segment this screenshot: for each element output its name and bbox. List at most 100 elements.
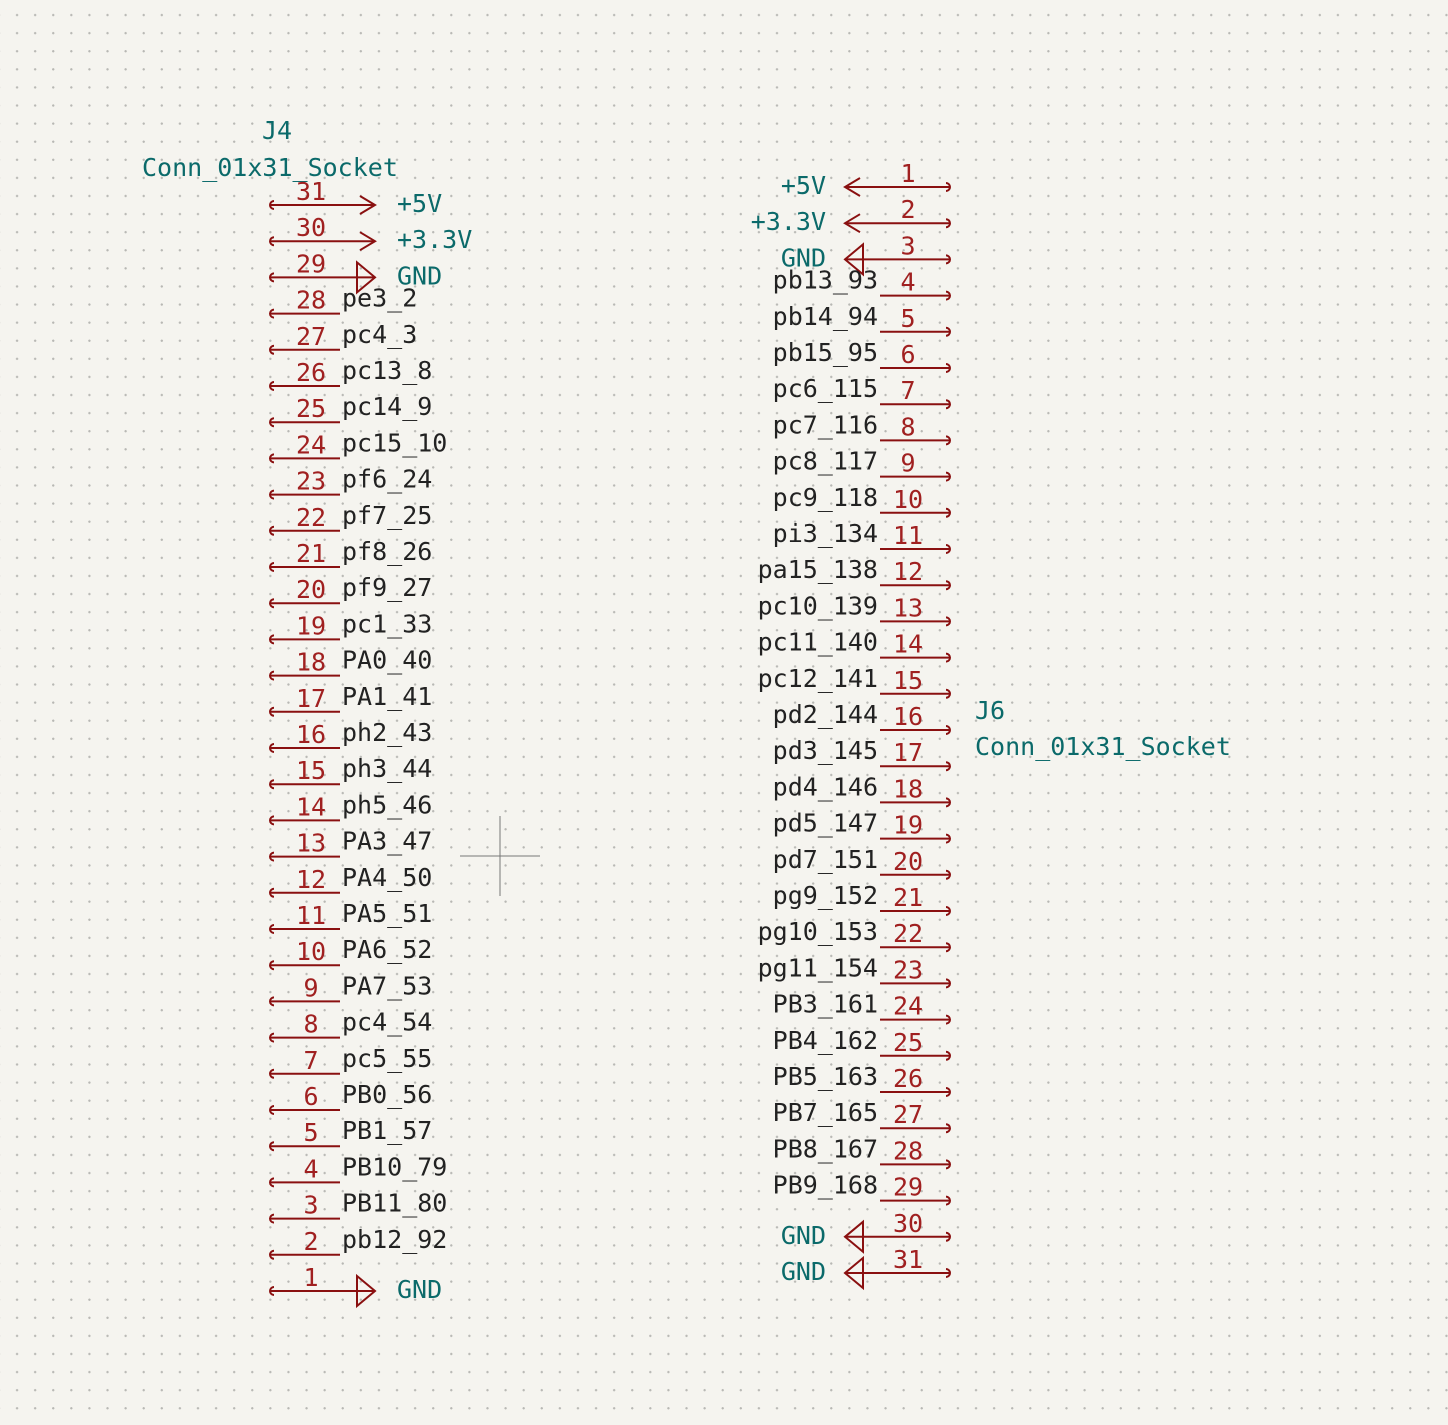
pin-number: 31 — [893, 1245, 923, 1274]
pin-end — [945, 797, 951, 808]
pin-number: 25 — [893, 1028, 923, 1057]
net-label: pd5_147 — [773, 809, 878, 838]
pin-end — [945, 435, 951, 446]
pin-end — [945, 471, 951, 482]
net-label: pb15_95 — [773, 338, 878, 367]
net-label: PB4_162 — [773, 1026, 878, 1055]
pin-number: 12 — [893, 557, 923, 586]
pin-end — [945, 761, 951, 772]
pin-number: 18 — [893, 774, 923, 803]
pin-number: 15 — [296, 756, 326, 785]
pin-end — [269, 743, 275, 753]
net-label: PB9_168 — [773, 1171, 878, 1200]
net-label: pd3_145 — [773, 736, 878, 765]
pin-number: 19 — [296, 611, 326, 640]
pin-number: 13 — [893, 593, 923, 622]
net-label: PA3_47 — [342, 827, 432, 856]
pin-end — [269, 779, 275, 790]
net-label: PB7_165 — [773, 1098, 878, 1127]
net-label: PB11_80 — [342, 1189, 447, 1218]
net-label: pb14_94 — [773, 302, 878, 331]
pin-number: 30 — [296, 213, 326, 242]
pin-end — [269, 344, 275, 355]
net-label: pc4_3 — [342, 320, 417, 349]
pin-end — [945, 906, 951, 916]
pin-end — [945, 978, 951, 989]
pin-number: 14 — [893, 630, 923, 659]
pin-number: 20 — [296, 575, 326, 604]
pin-number: 23 — [893, 955, 923, 984]
net-label: PA7_53 — [342, 971, 432, 1000]
pin-end — [269, 489, 275, 500]
pin-end — [269, 815, 275, 826]
pin-number: 2 — [303, 1227, 318, 1256]
pin-end — [269, 381, 275, 391]
pin-number: 8 — [900, 412, 915, 441]
net-label: pf9_27 — [342, 573, 432, 602]
net-label: pc1_33 — [342, 609, 432, 638]
pin-number: 24 — [296, 430, 326, 459]
power-label: GND — [781, 243, 826, 272]
net-label: PB5_163 — [773, 1062, 878, 1091]
reference: J4 — [262, 116, 292, 145]
net-label: PB1_57 — [342, 1116, 432, 1145]
pin-number: 28 — [296, 286, 326, 315]
pin-end — [269, 670, 275, 681]
power-arrow — [843, 177, 861, 197]
pin-number: 3 — [900, 231, 915, 260]
pin-end — [269, 1286, 275, 1296]
pin-number: 5 — [303, 1118, 318, 1147]
pin-number: 19 — [893, 811, 923, 840]
pin-number: 11 — [296, 901, 326, 930]
pin-number: 1 — [303, 1263, 318, 1292]
net-label: pc5_55 — [342, 1044, 432, 1073]
net-label: pc12_141 — [758, 664, 878, 693]
pin-end — [269, 706, 275, 717]
pin-end — [269, 887, 275, 898]
pin-end — [269, 924, 275, 934]
pin-end — [945, 616, 951, 627]
net-label: ph5_46 — [342, 790, 432, 819]
net-label: pg9_152 — [773, 881, 878, 910]
pin-number: 4 — [303, 1154, 318, 1183]
net-label: pd7_151 — [773, 845, 878, 874]
pin-end — [945, 652, 951, 663]
pin-number: 23 — [296, 467, 326, 496]
pin-number: 25 — [296, 394, 326, 423]
ground-symbol — [843, 1219, 864, 1254]
power-arrow — [359, 231, 377, 252]
pin-end — [945, 833, 951, 844]
pin-end — [945, 1050, 951, 1061]
net-label: pc7_116 — [773, 410, 878, 439]
pin-end — [269, 996, 275, 1007]
power-label: GND — [397, 1275, 442, 1304]
net-label: pc4_54 — [342, 1008, 432, 1037]
net-label: pe3_2 — [342, 284, 417, 313]
pin-end — [269, 634, 275, 645]
net-label: pc9_118 — [773, 483, 878, 512]
pin-end — [945, 1195, 951, 1206]
pin-number: 5 — [900, 304, 915, 333]
pin-number: 6 — [900, 340, 915, 369]
pin-end — [945, 326, 951, 337]
pin-end — [269, 1068, 275, 1079]
ground-symbol — [843, 1255, 864, 1291]
power-label: GND — [781, 1257, 826, 1286]
pin-end — [945, 1231, 951, 1242]
pin-number: 14 — [296, 792, 326, 821]
pin-number: 13 — [296, 829, 326, 858]
pin-end — [945, 725, 951, 735]
power-label: +3.3V — [751, 207, 826, 236]
pin-number: 9 — [303, 973, 318, 1002]
pin-number: 26 — [296, 358, 326, 387]
net-label: pc6_115 — [773, 374, 878, 403]
net-label: pf8_26 — [342, 537, 432, 566]
value: Conn_01x31_Socket — [975, 732, 1231, 761]
power-label: +3.3V — [397, 225, 472, 254]
pin-number: 2 — [900, 195, 915, 224]
net-label: PB8_167 — [773, 1134, 878, 1163]
net-label: PA0_40 — [342, 646, 432, 675]
pin-end — [945, 218, 951, 229]
pin-end — [269, 598, 275, 609]
power-label: +5V — [781, 171, 826, 200]
